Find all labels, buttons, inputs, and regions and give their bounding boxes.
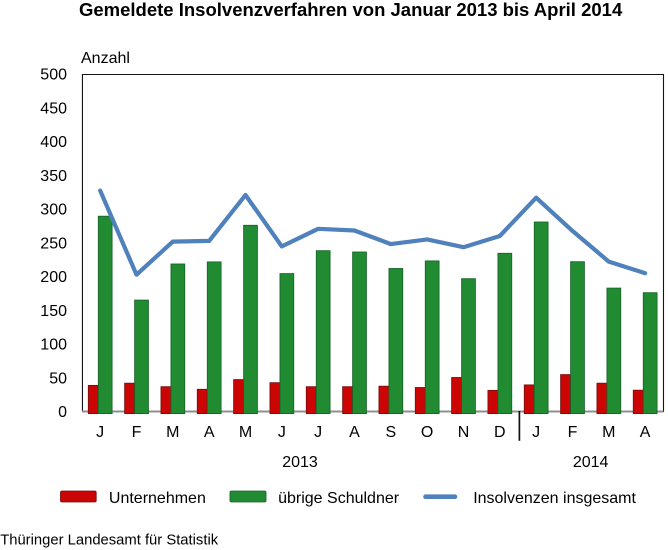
- svg-text:200: 200: [40, 269, 67, 286]
- svg-text:50: 50: [49, 370, 67, 387]
- svg-text:350: 350: [40, 168, 67, 185]
- svg-text:J: J: [278, 424, 286, 441]
- svg-text:F: F: [568, 424, 578, 441]
- svg-text:300: 300: [40, 202, 67, 219]
- svg-text:A: A: [204, 424, 215, 441]
- svg-text:übrige Schuldner: übrige Schuldner: [278, 490, 400, 507]
- svg-text:O: O: [421, 424, 433, 441]
- svg-text:250: 250: [40, 235, 67, 252]
- svg-text:2014: 2014: [573, 454, 609, 471]
- svg-text:150: 150: [40, 303, 67, 320]
- svg-text:450: 450: [40, 101, 67, 118]
- svg-text:A: A: [640, 424, 651, 441]
- svg-text:M: M: [166, 424, 179, 441]
- svg-text:D: D: [494, 424, 506, 441]
- svg-text:Insolvenzen insgesamt: Insolvenzen insgesamt: [473, 490, 636, 507]
- svg-text:J: J: [532, 424, 540, 441]
- svg-text:N: N: [458, 424, 470, 441]
- svg-text:100: 100: [40, 337, 67, 354]
- svg-text:0: 0: [58, 404, 67, 421]
- svg-text:Thüringer Landesamt für Statis: Thüringer Landesamt für Statistik: [0, 533, 219, 549]
- svg-text:Unternehmen: Unternehmen: [109, 490, 206, 507]
- svg-text:500: 500: [40, 67, 67, 84]
- svg-text:J: J: [96, 424, 104, 441]
- svg-text:S: S: [385, 424, 396, 441]
- svg-text:J: J: [314, 424, 322, 441]
- svg-text:Gemeldete Insolvenzverfahren v: Gemeldete Insolvenzverfahren von Januar …: [79, 0, 623, 20]
- svg-text:400: 400: [40, 134, 67, 151]
- svg-text:A: A: [349, 424, 360, 441]
- svg-text:M: M: [239, 424, 252, 441]
- svg-text:F: F: [132, 424, 142, 441]
- svg-text:M: M: [602, 424, 615, 441]
- svg-text:Anzahl: Anzahl: [81, 50, 130, 67]
- svg-text:2013: 2013: [282, 454, 318, 471]
